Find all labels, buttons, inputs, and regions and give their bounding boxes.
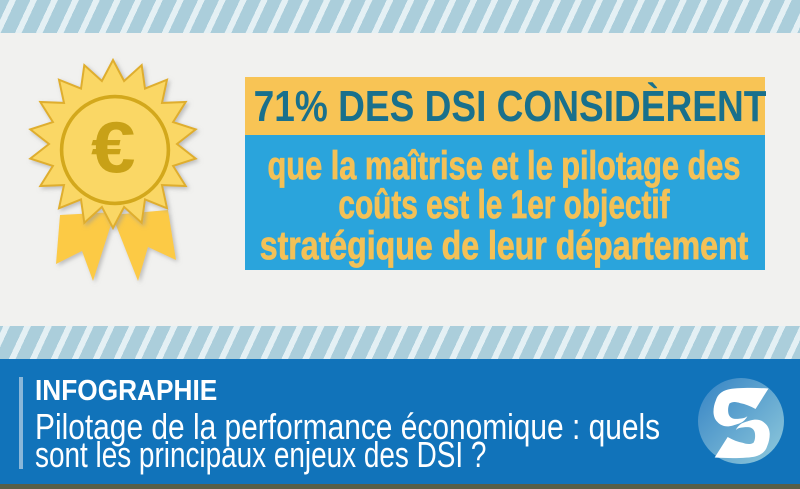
svg-text:€: € (91, 109, 136, 189)
